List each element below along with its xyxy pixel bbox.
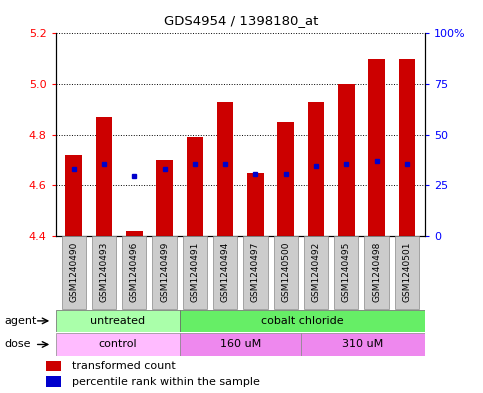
FancyBboxPatch shape xyxy=(180,310,425,332)
Text: GSM1240494: GSM1240494 xyxy=(221,242,229,302)
Text: 310 uM: 310 uM xyxy=(342,340,384,349)
Bar xyxy=(46,376,61,387)
Bar xyxy=(398,59,415,236)
Bar xyxy=(96,117,113,236)
Text: GSM1240490: GSM1240490 xyxy=(69,242,78,302)
Bar xyxy=(186,137,203,236)
Text: agent: agent xyxy=(5,316,37,326)
Text: percentile rank within the sample: percentile rank within the sample xyxy=(72,376,260,387)
FancyBboxPatch shape xyxy=(365,236,389,309)
Text: cobalt chloride: cobalt chloride xyxy=(261,316,344,326)
FancyBboxPatch shape xyxy=(122,236,146,309)
FancyBboxPatch shape xyxy=(213,236,237,309)
FancyBboxPatch shape xyxy=(334,236,358,309)
Text: control: control xyxy=(99,340,137,349)
Bar xyxy=(46,361,61,371)
Text: GSM1240497: GSM1240497 xyxy=(251,242,260,302)
Text: 160 uM: 160 uM xyxy=(220,340,261,349)
FancyBboxPatch shape xyxy=(273,236,298,309)
FancyBboxPatch shape xyxy=(92,236,116,309)
Bar xyxy=(247,173,264,236)
Bar xyxy=(368,59,385,236)
FancyBboxPatch shape xyxy=(56,310,180,332)
Text: transformed count: transformed count xyxy=(72,361,176,371)
FancyBboxPatch shape xyxy=(243,236,268,309)
FancyBboxPatch shape xyxy=(56,333,180,356)
Bar xyxy=(277,122,294,236)
Bar xyxy=(65,155,82,236)
Text: GSM1240499: GSM1240499 xyxy=(160,242,169,302)
Text: GDS4954 / 1398180_at: GDS4954 / 1398180_at xyxy=(164,14,319,27)
Text: GSM1240496: GSM1240496 xyxy=(130,242,139,302)
Bar xyxy=(338,84,355,236)
FancyBboxPatch shape xyxy=(301,333,425,356)
FancyBboxPatch shape xyxy=(153,236,177,309)
Text: GSM1240501: GSM1240501 xyxy=(402,242,412,302)
Bar xyxy=(126,231,142,236)
Text: GSM1240498: GSM1240498 xyxy=(372,242,381,302)
FancyBboxPatch shape xyxy=(395,236,419,309)
Bar xyxy=(217,102,233,236)
Text: GSM1240492: GSM1240492 xyxy=(312,242,321,302)
Text: dose: dose xyxy=(5,340,31,349)
FancyBboxPatch shape xyxy=(183,236,207,309)
Bar xyxy=(156,160,173,236)
Text: GSM1240493: GSM1240493 xyxy=(99,242,109,302)
Text: GSM1240500: GSM1240500 xyxy=(281,242,290,302)
Bar xyxy=(308,102,325,236)
FancyBboxPatch shape xyxy=(62,236,86,309)
Text: GSM1240495: GSM1240495 xyxy=(342,242,351,302)
Text: untreated: untreated xyxy=(90,316,145,326)
Text: GSM1240491: GSM1240491 xyxy=(190,242,199,302)
FancyBboxPatch shape xyxy=(180,333,301,356)
FancyBboxPatch shape xyxy=(304,236,328,309)
